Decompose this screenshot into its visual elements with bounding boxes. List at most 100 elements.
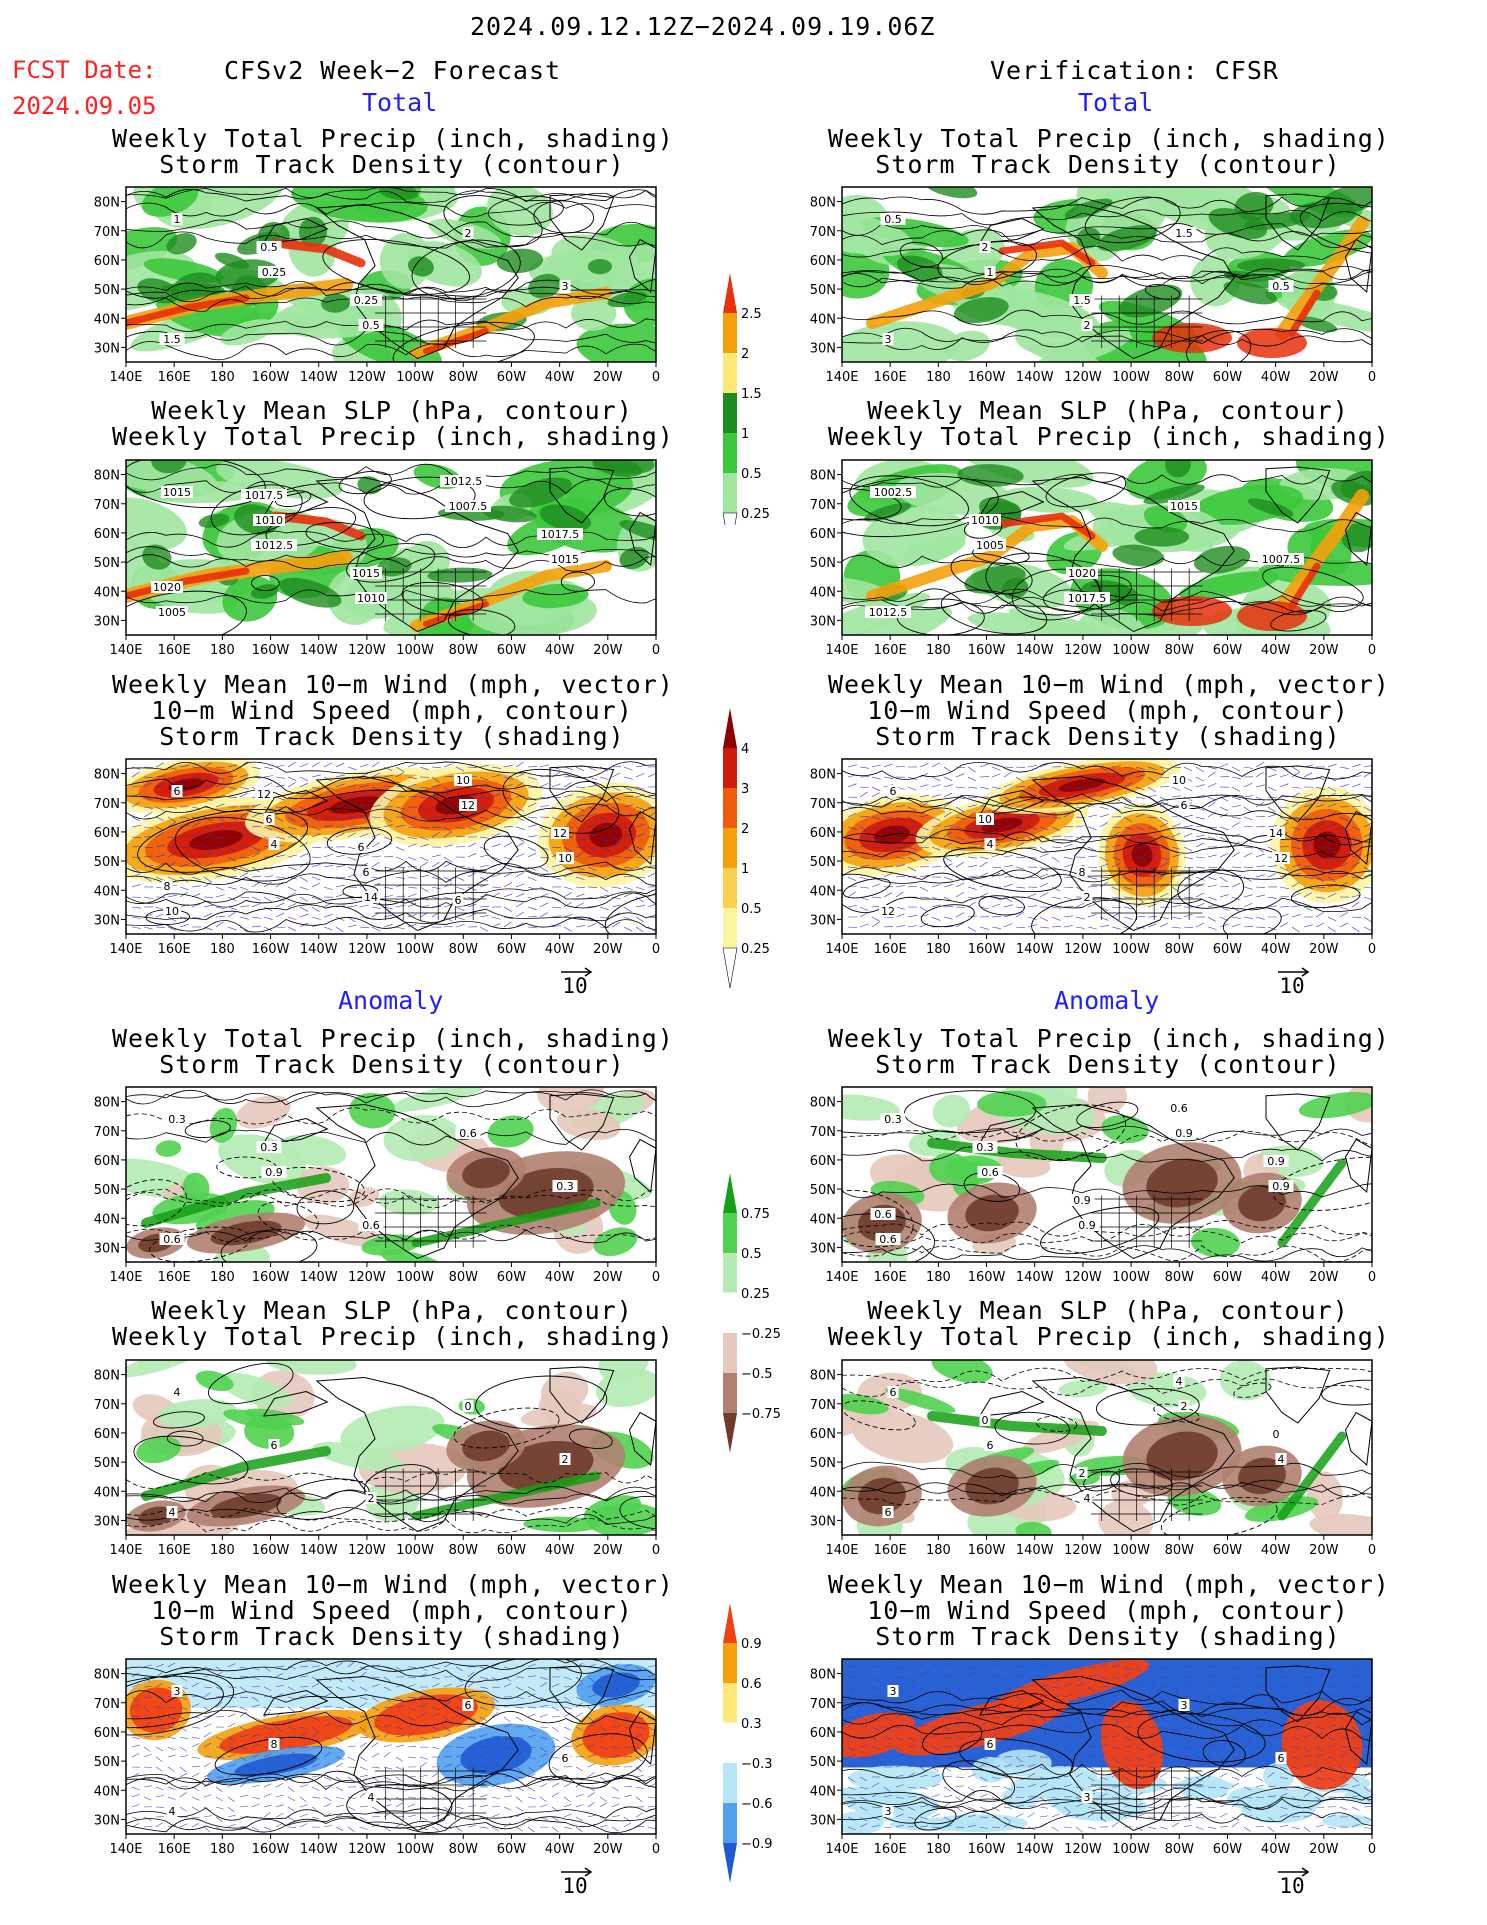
contour-label: 8	[1079, 866, 1086, 879]
lat-tick-label: 40N	[810, 1784, 836, 1799]
colorbar-label: 0.25	[741, 507, 770, 522]
contour-label: 6	[885, 1506, 892, 1519]
contour-label-bg	[161, 486, 193, 498]
contour-label: 6	[890, 1386, 897, 1399]
lon-tick-label: 0	[1368, 643, 1376, 658]
contour-label-bg	[865, 606, 911, 618]
lon-tick-label: 0	[652, 370, 660, 385]
lat-tick-label: 30N	[810, 1241, 836, 1256]
lon-tick-label: 120W	[1064, 1270, 1102, 1285]
lat-tick-label: 80N	[94, 196, 120, 211]
map-panel-forecast-precip-storm-anomaly: 80N 70N 60N 50N 40N 30N 140E 160E 180 160W 140W 120…	[94, 1086, 660, 1285]
contour-label: 1	[987, 266, 994, 279]
contour-label-bg	[253, 514, 285, 526]
colorbar-swatch	[722, 1292, 738, 1334]
colorbar-label: −0.9	[741, 1837, 773, 1852]
contour-label-bg	[1064, 592, 1110, 604]
contour-label-bg	[455, 1127, 481, 1139]
lat-tick-label: 70N	[810, 1125, 836, 1140]
lon-tick-label: 80W	[449, 942, 479, 957]
lon-tick-label: 140W	[1016, 1842, 1054, 1857]
contour-label-bg	[251, 539, 297, 551]
lon-tick-label: 0	[652, 942, 660, 957]
contour-label-bg	[350, 294, 382, 306]
lat-tick-label: 80N	[94, 1369, 120, 1384]
contour-label: 6	[271, 1439, 278, 1452]
lat-tick-label: 60N	[810, 826, 836, 841]
contour-label: 6	[1181, 799, 1188, 812]
lon-tick-label: 40W	[1261, 370, 1291, 385]
contour-label: 1002.5	[874, 486, 913, 499]
lat-tick-label: 70N	[94, 1398, 120, 1413]
lat-tick-label: 50N	[810, 1456, 836, 1471]
lon-tick-label: 180	[926, 643, 951, 658]
lat-tick-label: 50N	[810, 855, 836, 870]
contour-label-bg	[969, 514, 1001, 526]
contour-label-bg	[159, 333, 185, 345]
contour-label-bg	[161, 880, 173, 892]
contour-label-bg	[559, 280, 571, 292]
contour-label-bg	[268, 1439, 280, 1451]
lat-tick-label: 30N	[810, 614, 836, 629]
contour-label: 2	[982, 241, 989, 254]
lon-tick-label: 140E	[109, 1842, 142, 1857]
vector-reference: 10	[1262, 1860, 1322, 1898]
lon-tick-label: 100W	[1112, 942, 1150, 957]
colorbar-swatch	[723, 1253, 737, 1293]
lon-tick-label: 120W	[348, 643, 386, 658]
contour-label-bg	[1272, 852, 1290, 864]
contour-label-bg	[445, 500, 491, 512]
lon-tick-label: 160E	[874, 1270, 907, 1285]
lat-tick-label: 40N	[810, 884, 836, 899]
contour-label: 12	[257, 788, 271, 801]
lon-tick-label: 140E	[109, 942, 142, 957]
contour-label-bg	[1275, 1453, 1287, 1465]
lon-tick-label: 40W	[545, 1543, 575, 1558]
lon-tick-label: 160W	[968, 370, 1006, 385]
lon-tick-label: 140W	[1016, 942, 1054, 957]
lon-tick-label: 20W	[1309, 1543, 1339, 1558]
contour-label: 6	[465, 1699, 472, 1712]
lat-tick-label: 80N	[94, 1096, 120, 1111]
lon-tick-label: 120W	[1064, 643, 1102, 658]
lat-tick-label: 80N	[810, 768, 836, 783]
lon-tick-label: 40W	[1261, 1842, 1291, 1857]
contour-label: 0.6	[459, 1127, 477, 1140]
contour-label-bg	[358, 319, 384, 331]
map-panel-forecast-slp-precip-total: 80N 70N 60N 50N 40N 30N 140E 160E 180 160W 140W 120…	[94, 459, 660, 658]
lat-tick-label: 50N	[94, 855, 120, 870]
contour-label-bg	[360, 866, 372, 878]
lat-tick-label: 60N	[810, 1427, 836, 1442]
contour-label-bg	[1081, 891, 1093, 903]
contour-label-bg	[1173, 1375, 1185, 1387]
contour-label-bg	[1178, 1400, 1190, 1412]
contour-label: 6	[562, 1752, 569, 1765]
lat-tick-label: 80N	[810, 1369, 836, 1384]
colorbar-label: 0.5	[741, 1247, 762, 1262]
contour-label: 6	[987, 1738, 994, 1751]
lon-tick-label: 140E	[825, 1842, 858, 1857]
contour-label: 4	[368, 1791, 375, 1804]
contour-label: 1.5	[1073, 294, 1091, 307]
contour-label-bg	[1270, 1428, 1282, 1440]
lon-tick-label: 160W	[252, 1270, 290, 1285]
lon-tick-label: 140W	[300, 1270, 338, 1285]
contour-label-bg	[350, 567, 382, 579]
contour-label-bg	[462, 227, 474, 239]
contour-label: 0.5	[260, 241, 278, 254]
lon-tick-label: 180	[210, 643, 235, 658]
colorbar-label: 2.5	[741, 307, 762, 322]
lat-tick-label: 60N	[810, 254, 836, 269]
contour-label: 1012.5	[255, 539, 294, 552]
panel-title: Weekly Total Precip (inch, shading) Storm…	[112, 124, 674, 179]
contour-label: 0.3	[884, 1113, 902, 1126]
colorbar-storm-anomaly: 0.9 0.6 0.3 −0.3 −0.6 −0.9	[722, 1603, 773, 1883]
colorbar-swatch	[723, 1333, 737, 1373]
contour-label-bg	[454, 774, 472, 786]
lat-tick-label: 50N	[94, 556, 120, 571]
lon-tick-label: 180	[210, 370, 235, 385]
arrow-right-icon	[545, 1860, 605, 1877]
contour-label: 3	[885, 1805, 892, 1818]
colorbar-label: 1	[741, 862, 749, 877]
